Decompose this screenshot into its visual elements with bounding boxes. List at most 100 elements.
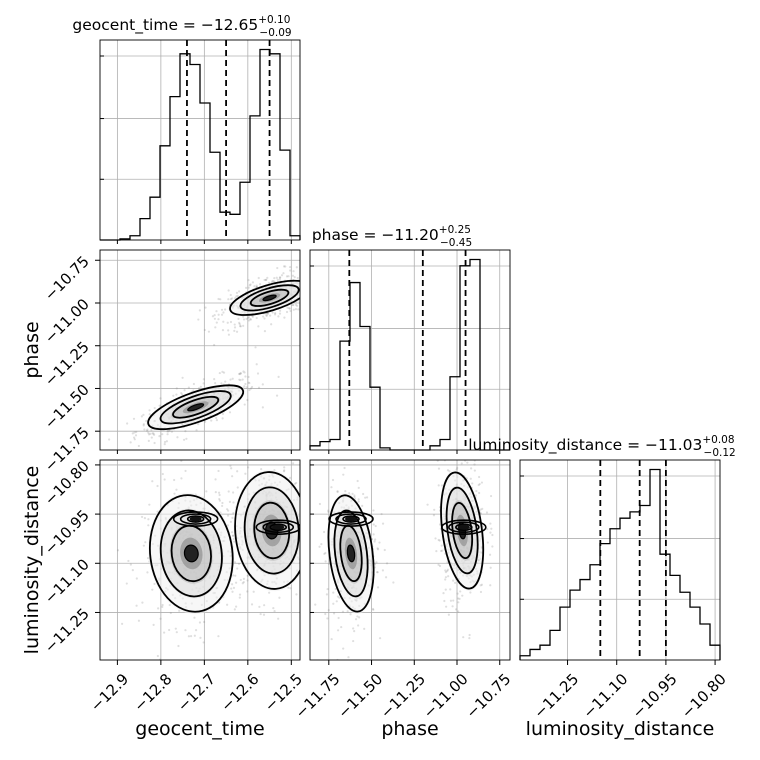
y-tick-label: −10.75 bbox=[41, 252, 93, 304]
x-axis-label: phase bbox=[381, 718, 438, 740]
scatter-point bbox=[133, 436, 136, 439]
scatter-point bbox=[260, 468, 263, 471]
scatter-point bbox=[169, 611, 172, 615]
x-tick-label: −11.50 bbox=[334, 670, 386, 722]
scatter-point bbox=[446, 469, 450, 472]
scatter-point bbox=[304, 293, 306, 295]
scatter-point bbox=[265, 314, 268, 317]
scatter-point bbox=[444, 588, 447, 591]
scatter-point bbox=[235, 605, 238, 608]
scatter-point bbox=[246, 579, 249, 582]
scatter-point bbox=[311, 287, 313, 289]
scatter-point bbox=[490, 527, 493, 530]
scatter-point bbox=[239, 372, 242, 375]
scatter-point bbox=[192, 389, 195, 392]
scatter-point bbox=[447, 613, 450, 616]
scatter-point bbox=[231, 297, 234, 300]
scatter-point bbox=[470, 467, 473, 470]
scatter-point bbox=[242, 370, 245, 373]
scatter-point bbox=[127, 559, 130, 563]
scatter-point bbox=[447, 575, 450, 578]
scatter-point bbox=[303, 544, 305, 546]
scatter-point bbox=[224, 308, 227, 311]
scatter-point bbox=[303, 268, 305, 270]
title-upper-error: +0.25 bbox=[439, 224, 471, 236]
scatter-point bbox=[270, 323, 273, 326]
scatter-point bbox=[380, 512, 383, 516]
scatter-point bbox=[335, 600, 338, 603]
scatter-point bbox=[318, 545, 321, 548]
scatter-point bbox=[215, 416, 218, 420]
scatter-point bbox=[440, 549, 443, 553]
scatter-point bbox=[245, 386, 248, 389]
scatter-point bbox=[159, 617, 162, 620]
scatter-point bbox=[301, 508, 303, 510]
density-mode bbox=[233, 469, 300, 592]
y-tick-label: −11.10 bbox=[41, 555, 93, 607]
scatter-point bbox=[449, 588, 452, 591]
scatter-point bbox=[147, 524, 150, 527]
scatter-point bbox=[243, 385, 246, 388]
title-value: geocent_time = −12.65 bbox=[72, 16, 258, 35]
scatter-point bbox=[232, 501, 235, 504]
scatter-point bbox=[324, 288, 326, 290]
scatter-point bbox=[221, 504, 224, 508]
scatter-point bbox=[234, 581, 238, 584]
scatter-point bbox=[148, 409, 151, 412]
histogram-phase: phase = −11.20+0.25 −0.45 bbox=[309, 224, 511, 451]
scatter-point bbox=[304, 278, 306, 280]
scatter-point bbox=[279, 276, 282, 279]
scatter-point bbox=[283, 469, 286, 472]
scatter-point bbox=[486, 541, 489, 544]
scatter-point bbox=[332, 612, 336, 615]
scatter-point bbox=[302, 292, 304, 294]
scatter-point bbox=[305, 269, 307, 271]
scatter-point bbox=[376, 571, 379, 574]
x-tick-label: −12.8 bbox=[130, 670, 175, 715]
scatter-point bbox=[242, 315, 245, 318]
scatter-point bbox=[271, 311, 274, 314]
scatter-point bbox=[189, 635, 193, 638]
scatter-point bbox=[251, 457, 253, 459]
scatter-point bbox=[474, 494, 478, 497]
scatter-point bbox=[194, 628, 198, 632]
scatter-point bbox=[295, 593, 298, 596]
scatter-point bbox=[288, 307, 291, 310]
scatter-point bbox=[357, 624, 360, 627]
peak-contour bbox=[186, 515, 205, 523]
scatter-point bbox=[307, 287, 309, 289]
scatter-point bbox=[278, 309, 282, 312]
scatter-point bbox=[286, 306, 289, 309]
scatter-point bbox=[199, 636, 202, 639]
scatter-point bbox=[307, 506, 309, 508]
scatter-point bbox=[238, 378, 241, 381]
panel-content bbox=[108, 265, 326, 450]
scatter-point bbox=[213, 317, 216, 320]
scatter-point bbox=[336, 490, 339, 494]
scatter-point bbox=[341, 610, 345, 613]
scatter-point bbox=[142, 423, 145, 426]
peak-contour bbox=[455, 523, 473, 532]
scatter-point bbox=[372, 533, 375, 536]
scatter-point bbox=[452, 579, 455, 582]
scatter-point bbox=[242, 577, 245, 580]
scatter-point bbox=[226, 603, 229, 606]
scatter-point bbox=[285, 310, 289, 314]
scatter-point bbox=[445, 605, 448, 608]
scatter-point bbox=[165, 440, 168, 443]
panel-content bbox=[100, 457, 309, 660]
scatter-point bbox=[485, 511, 489, 514]
scatter-point bbox=[301, 290, 303, 292]
scatter-point bbox=[353, 630, 356, 633]
y-tick-label: −11.00 bbox=[41, 295, 93, 347]
scatter-point bbox=[323, 552, 326, 556]
scatter-point bbox=[247, 316, 251, 319]
y-tick-label: −11.50 bbox=[41, 381, 93, 433]
histogram-luminosity_distance: luminosity_distance = −11.03+0.08 −0.12 bbox=[468, 434, 736, 661]
scatter-point bbox=[304, 297, 306, 299]
contour-peak bbox=[346, 544, 356, 563]
scatter-point bbox=[294, 303, 297, 306]
scatter-point bbox=[444, 576, 448, 579]
scatter-point bbox=[229, 293, 232, 297]
axes-frame bbox=[309, 459, 511, 661]
